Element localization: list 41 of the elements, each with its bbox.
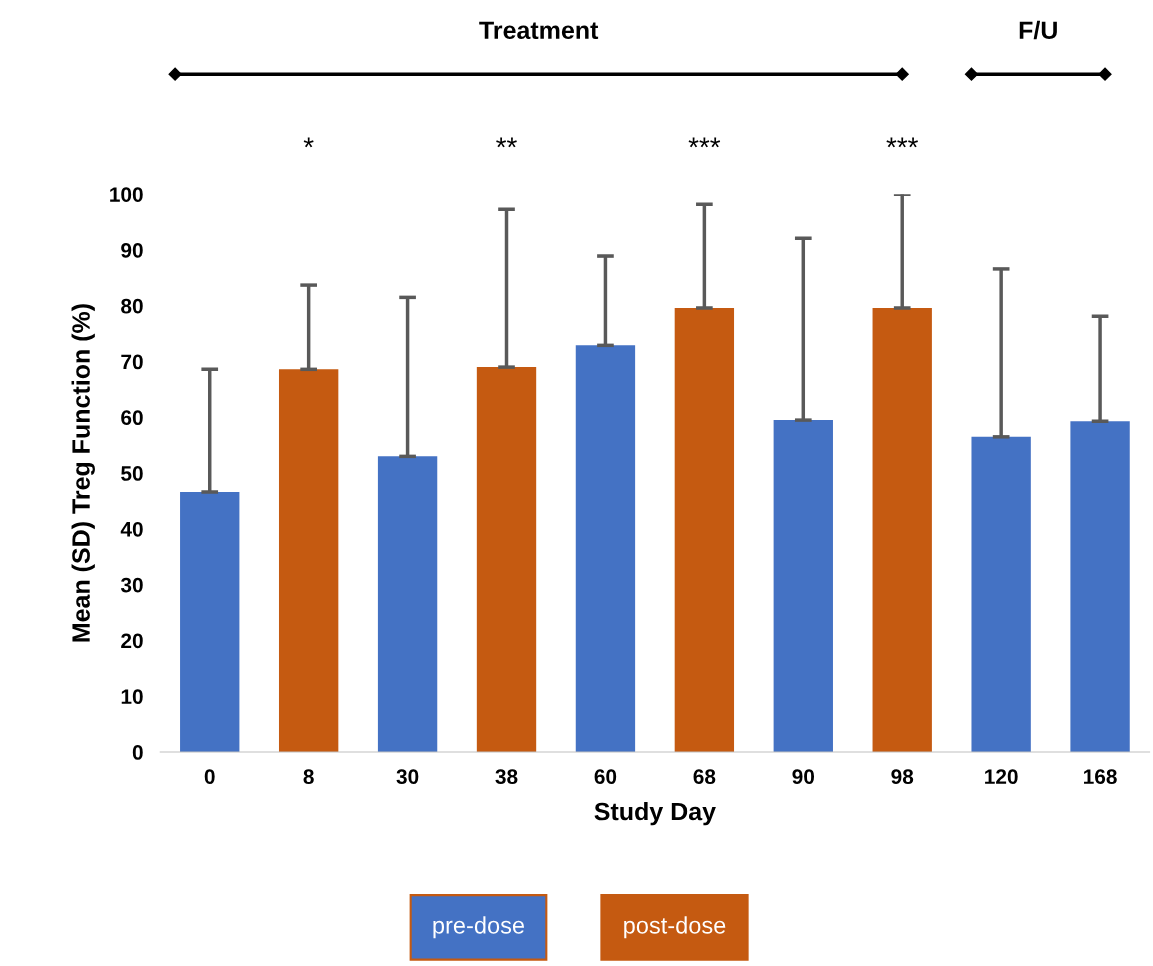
text: **	[496, 137, 517, 148]
y-tick-label: 50	[121, 466, 143, 481]
y-tick-label: 60	[121, 410, 143, 426]
x-tick-label: 60	[594, 769, 617, 784]
x-tick-label: 0	[204, 769, 215, 784]
text: pre-dose	[433, 916, 525, 939]
y-axis-title: Mean (SD) Treg Function (%)	[71, 304, 95, 642]
y-tick-label: 0	[132, 745, 143, 760]
y-tick-label: 100	[110, 187, 143, 202]
x-tick-label: 38	[495, 769, 518, 785]
bar	[575, 345, 636, 753]
x-tick-label: 90	[792, 769, 815, 784]
text: Treatment	[479, 21, 599, 40]
bar	[674, 307, 735, 753]
x-tick-label: 168	[1084, 769, 1117, 784]
y-tick-label: 10	[121, 689, 143, 704]
x-tick-label: 8	[303, 769, 314, 784]
bar	[971, 436, 1031, 753]
y-tick-label: 70	[121, 354, 143, 370]
x-tick-label: 120	[985, 769, 1018, 784]
x-tick-label: 30	[396, 769, 419, 785]
y-tick-label: 90	[121, 242, 143, 258]
x-tick-label: 68	[693, 769, 716, 784]
text: *	[303, 137, 314, 148]
bar	[872, 307, 932, 753]
y-tick-label: 80	[121, 298, 143, 314]
text: ***	[886, 137, 918, 148]
y-tick-label: 30	[120, 577, 143, 593]
y-tick-label: 40	[120, 521, 143, 537]
x-tick-label: 98	[891, 769, 914, 784]
text: F/U	[1019, 20, 1057, 40]
bar	[1070, 421, 1130, 753]
bar	[476, 367, 537, 753]
text: post-dose	[624, 916, 726, 939]
bar	[773, 420, 833, 753]
bar	[377, 456, 438, 753]
text: ***	[688, 137, 721, 148]
bar	[278, 369, 339, 753]
bar	[180, 492, 240, 753]
y-tick-label: 20	[121, 633, 143, 649]
x-axis-title: Study Day	[594, 802, 716, 826]
